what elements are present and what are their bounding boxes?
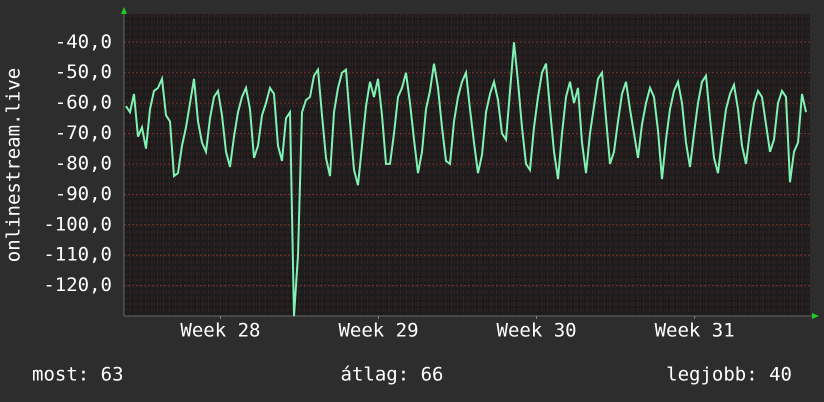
y-tick-label: -40,0 bbox=[55, 31, 112, 53]
axis-arrow bbox=[121, 7, 127, 14]
data-line bbox=[125, 42, 807, 317]
x-tick-label: Week 29 bbox=[338, 320, 418, 342]
y-tick-label: -110,0 bbox=[43, 244, 112, 266]
y-tick-label: -50,0 bbox=[55, 61, 112, 83]
y-tick-label: -80,0 bbox=[55, 152, 112, 174]
x-tick-label: Week 28 bbox=[180, 320, 260, 342]
plot-area bbox=[124, 14, 810, 316]
y-axis-title: onlinestream.live bbox=[3, 68, 25, 262]
y-tick-label: -90,0 bbox=[55, 183, 112, 205]
legend-item: átlag: 66 bbox=[341, 364, 444, 386]
y-tick-label: -120,0 bbox=[43, 274, 112, 296]
legend-item: legjobb: 40 bbox=[666, 364, 792, 386]
legend-item: most: 63 bbox=[32, 364, 124, 386]
x-tick-label: Week 30 bbox=[497, 320, 577, 342]
x-tick-label: Week 31 bbox=[655, 320, 735, 342]
y-tick-label: -60,0 bbox=[55, 92, 112, 114]
y-tick-label: -70,0 bbox=[55, 122, 112, 144]
y-tick-label: -100,0 bbox=[43, 213, 112, 235]
axis-arrow bbox=[812, 313, 819, 319]
